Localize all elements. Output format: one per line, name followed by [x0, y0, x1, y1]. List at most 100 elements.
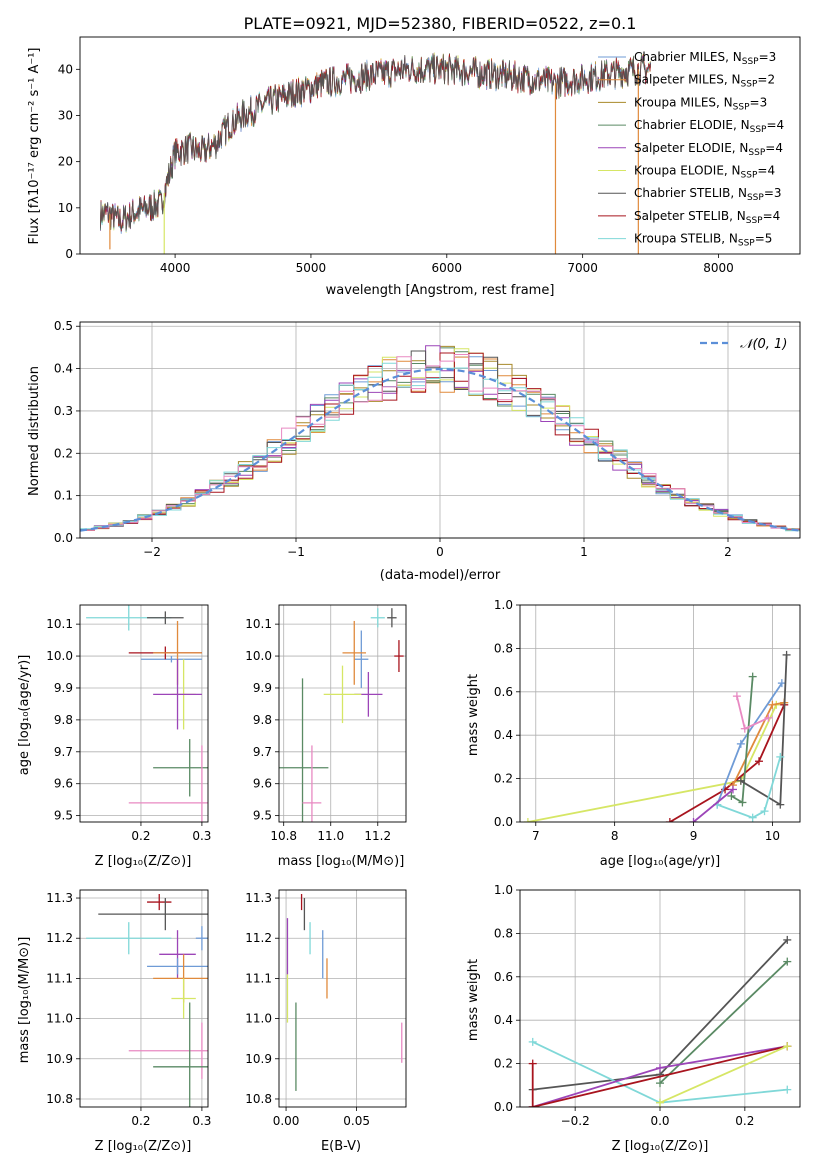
plot-area: [86, 605, 208, 822]
y-tick-label: 0.4: [54, 362, 73, 376]
legend-label: Chabrier STELIB, NSSP=3: [634, 186, 782, 203]
x-tick-label: −2: [143, 545, 161, 559]
weight-line: [532, 1045, 788, 1107]
plot-area: [286, 894, 403, 1091]
mass-vs-ebv-panel: 0.00 0.05 10.8 10.9 11.0 11.1 11.2 11.3: [245, 889, 407, 1128]
residuals-ylabel: Normed distribution: [27, 366, 42, 496]
axes-frame: [79, 36, 801, 255]
y-tick-label: 0.0: [494, 815, 513, 829]
plot-area: [100, 52, 651, 254]
spectrum-line-chabrier-stelib: [100, 53, 651, 231]
y-tick-label: 0.0: [54, 531, 73, 545]
weight-vs-metallicity-panel: −0.2 0.0 0.2 0.0 0.2 0.4 0.6 0.8 1.0: [494, 883, 801, 1128]
axes-frame: [519, 604, 801, 823]
y-tick-label: 9.8: [54, 713, 73, 727]
y-tick-label: 11.1: [245, 971, 272, 985]
y-tick-label: 9.7: [54, 745, 73, 759]
y-tick-label: 1.0: [494, 883, 513, 897]
mass-vs-metallicity-panel: 0.2 0.3 10.8 10.9 11.0 11.1 11.2 11.3: [46, 889, 211, 1128]
spectrum-panel: 4000 5000 6000 7000 8000 0 10 20 30 40 Chabrier MI…: [58, 36, 801, 275]
x-tick-label: 0.2: [735, 1114, 754, 1128]
x-tick-label: 11.2: [364, 829, 391, 843]
axes-frame: [79, 321, 801, 539]
age-vs-metallicity-xlabel: Z [log₁₀(Z/Z⊙)]: [95, 854, 192, 869]
x-tick-label: −1: [287, 545, 305, 559]
y-tick-label: 0.4: [494, 1013, 513, 1027]
y-tick-label: 10.8: [245, 1092, 272, 1106]
y-tick-label: 0: [65, 247, 73, 261]
y-tick-label: 0.5: [54, 319, 73, 333]
legend-label: Kroupa STELIB, NSSP=5: [634, 232, 772, 249]
y-tick-label: 10.0: [245, 649, 272, 663]
x-tick-label: 8: [611, 829, 619, 843]
y-tick-label: 0.3: [54, 404, 73, 418]
x-tick-label: 0.2: [131, 829, 150, 843]
x-tick-label: 2: [724, 545, 732, 559]
y-tick-label: 40: [58, 62, 73, 76]
legend-label: 𝒩(0, 1): [740, 337, 787, 352]
x-tick-label: −0.2: [561, 1114, 590, 1128]
y-tick-label: 9.9: [54, 681, 73, 695]
y-tick-label: 9.6: [253, 777, 272, 791]
y-tick-label: 9.5: [54, 809, 73, 823]
x-tick-label: 0.3: [192, 1114, 211, 1128]
weight-line: [692, 788, 734, 822]
y-tick-label: 0.8: [494, 641, 513, 655]
y-tick-label: 0.0: [494, 1100, 513, 1114]
mass-vs-metallicity-xlabel: Z [log₁₀(Z/Z⊙)]: [95, 1139, 192, 1154]
weight-vs-metallicity-xlabel: Z [log₁₀(Z/Z⊙)]: [612, 1139, 709, 1154]
residuals-panel: −2 −1 0 1 2 0.0 0.1 0.2 0.3 0.4 0.5 𝒩(0, 1): [54, 319, 801, 559]
x-tick-label: 10: [765, 829, 780, 843]
axes-frame: [79, 889, 209, 1108]
x-tick-label: 8000: [703, 261, 734, 275]
x-tick-label: 6000: [432, 261, 463, 275]
weight-line: [659, 960, 788, 1084]
normal-curve: [80, 367, 800, 532]
y-tick-label: 10: [58, 201, 73, 215]
age-vs-mass-panel: 10.8 11.0 11.2 9.5 9.6 9.7 9.8 9.9 10.0 10.1: [245, 604, 407, 843]
age-vs-mass-xlabel: mass [log₁₀(M/M⊙)]: [278, 854, 405, 869]
weight-vs-metallicity-ylabel: mass weight: [466, 959, 481, 1041]
y-tick-label: 0.8: [494, 926, 513, 940]
y-tick-label: 11.3: [46, 891, 73, 905]
y-tick-label: 9.5: [253, 809, 272, 823]
y-tick-label: 11.0: [46, 1012, 73, 1026]
y-tick-label: 30: [58, 108, 73, 122]
y-tick-label: 10.9: [46, 1052, 73, 1066]
axes-frame: [79, 604, 209, 823]
y-tick-label: 0.2: [494, 772, 513, 786]
y-tick-label: 11.0: [245, 1012, 272, 1026]
y-tick-label: 10.0: [46, 649, 73, 663]
x-tick-label: 4000: [160, 261, 191, 275]
plot-area: [86, 894, 208, 1107]
x-tick-label: 10.8: [270, 829, 297, 843]
x-tick-label: 5000: [296, 261, 327, 275]
x-tick-label: 11.0: [317, 829, 344, 843]
x-tick-label: 0: [436, 545, 444, 559]
x-tick-label: 9: [690, 829, 698, 843]
x-tick-label: 1: [580, 545, 588, 559]
y-tick-label: 0.4: [494, 728, 513, 742]
mass-vs-metallicity-ylabel: mass [log₁₀(M/M⊙)]: [17, 937, 32, 1064]
x-tick-label: 0.2: [131, 1114, 150, 1128]
y-tick-label: 10.9: [245, 1052, 272, 1066]
y-tick-label: 10.8: [46, 1092, 73, 1106]
x-tick-label: 0.3: [192, 829, 211, 843]
age-vs-metallicity-ylabel: age [log₁₀(age/yr)]: [17, 655, 32, 776]
axes-frame: [278, 889, 407, 1108]
legend-label: Salpeter STELIB, NSSP=4: [634, 209, 780, 226]
y-tick-label: 0.6: [494, 685, 513, 699]
y-tick-label: 11.2: [245, 931, 272, 945]
weight-line: [669, 704, 786, 822]
axes-frame: [278, 604, 407, 823]
mass-vs-ebv-xlabel: E(B-V): [321, 1139, 361, 1154]
y-tick-label: 10.1: [46, 617, 73, 631]
y-tick-label: 11.1: [46, 971, 73, 985]
weight-vs-age-ylabel: mass weight: [466, 674, 481, 756]
y-tick-label: 0.2: [54, 446, 73, 460]
y-tick-label: 0.2: [494, 1057, 513, 1071]
weight-line: [716, 756, 782, 819]
y-tick-label: 0.6: [494, 970, 513, 984]
x-tick-label: 7: [532, 829, 540, 843]
